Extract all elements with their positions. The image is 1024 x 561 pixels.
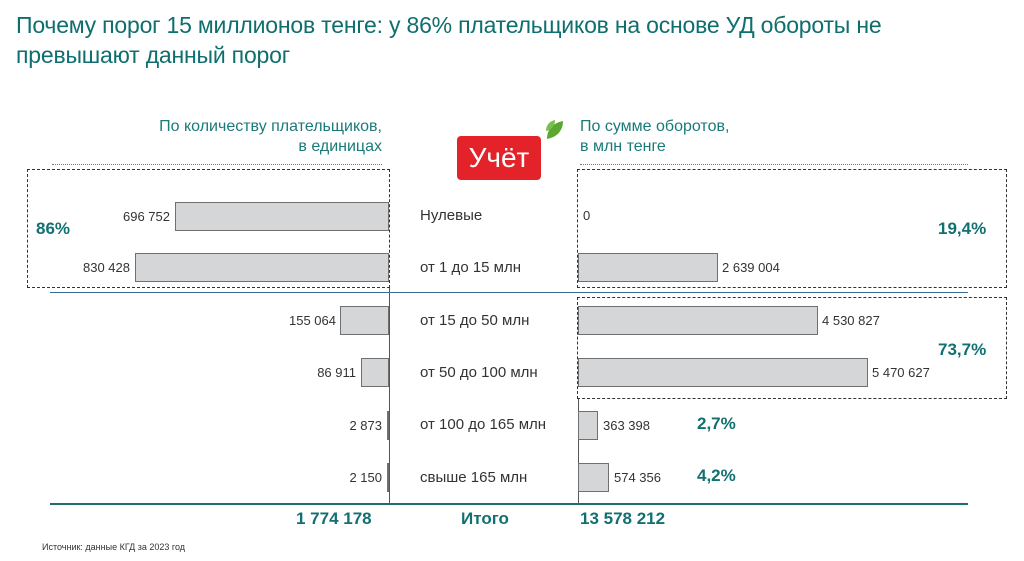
left-column-header: По количеству плательщиков, в единицах [60, 117, 382, 157]
right-group-box-2 [577, 297, 1007, 399]
leaf-icon [546, 120, 563, 139]
left-group-percent: 86% [36, 219, 71, 238]
turnover-bar [578, 411, 598, 440]
count-bar [175, 202, 389, 231]
right-header-divider [580, 164, 968, 165]
count-bar [340, 306, 389, 335]
source-note: Источник: данные КГД за 2023 год [42, 542, 186, 552]
turnover-value: 5 470 627 [872, 365, 930, 380]
count-bar [361, 358, 389, 387]
right-group-box-1 [577, 169, 1007, 288]
turnover-bar [578, 463, 609, 492]
right-column-header: По сумме оборотов, в млн тенге [580, 117, 900, 157]
count-value: 86 911 [317, 365, 356, 380]
category-label: от 100 до 165 млн [420, 416, 547, 433]
count-bar [387, 463, 389, 492]
count-bar [387, 411, 389, 440]
turnover-value: 0 [583, 208, 591, 223]
category-label: от 1 до 15 млн [420, 259, 522, 276]
count-bar [135, 253, 389, 282]
turnover-bar [578, 358, 868, 387]
count-value: 830 428 [83, 260, 130, 275]
row5-percent: 2,7% [697, 414, 736, 433]
left-header-line2: в единицах [298, 138, 382, 155]
total-turnover: 13 578 212 [580, 509, 666, 528]
right-group2-percent: 73,7% [938, 340, 987, 359]
turnover-value: 4 530 827 [822, 313, 880, 328]
count-value: 155 064 [289, 313, 336, 328]
category-label: Нулевые [420, 207, 483, 224]
right-header-line2: в млн тенге [580, 138, 666, 155]
left-header-divider [52, 164, 382, 165]
count-value: 696 752 [123, 209, 170, 224]
total-label: Итого [461, 509, 509, 528]
right-header-line1: По сумме оборотов, [580, 118, 730, 135]
category-label: свыше 165 млн [420, 469, 528, 486]
page-title: Почему порог 15 миллионов тенге: у 86% п… [16, 12, 882, 68]
turnover-bar [578, 253, 718, 282]
category-label: от 15 до 50 млн [420, 312, 530, 329]
right-group1-percent: 19,4% [938, 219, 987, 238]
left-header-line1: По количеству плательщиков, [159, 118, 382, 135]
count-value: 2 873 [349, 418, 382, 433]
right-axis-line [578, 399, 579, 503]
turnover-value: 363 398 [603, 418, 650, 433]
turnover-bar [578, 306, 818, 335]
turnover-value: 574 356 [614, 470, 661, 485]
left-group-box [27, 169, 390, 288]
row6-percent: 4,2% [697, 466, 736, 485]
left-axis-line [389, 288, 390, 503]
count-value: 2 150 [349, 470, 382, 485]
uchet-logo: Учёт [457, 136, 541, 180]
category-label: от 50 до 100 млн [420, 364, 538, 381]
totals-line [50, 503, 968, 505]
turnover-value: 2 639 004 [722, 260, 780, 275]
total-count: 1 774 178 [296, 509, 372, 528]
group-separator-line [50, 292, 968, 293]
